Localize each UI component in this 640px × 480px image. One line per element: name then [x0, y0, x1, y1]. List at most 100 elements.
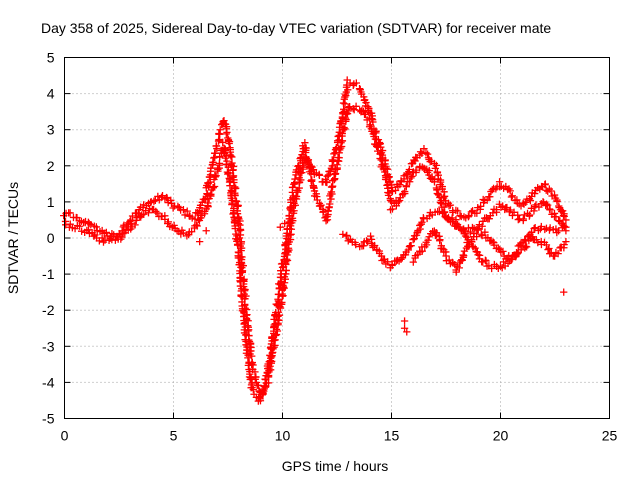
- data-point-track-c: [507, 193, 516, 201]
- data-point-track-d: [402, 183, 411, 191]
- data-point-track-c: [508, 192, 516, 200]
- data-point-track-b: [164, 218, 173, 226]
- data-point-track-f: [452, 268, 460, 276]
- data-point-track-a: [236, 231, 245, 239]
- data-point-track-b: [245, 359, 253, 367]
- data-point-track-a: [234, 201, 242, 210]
- data-point-track-b: [249, 385, 257, 394]
- data-point-track-a: [183, 207, 191, 215]
- data-point-track-a: [340, 105, 348, 113]
- y-tick-label: 0: [47, 230, 55, 246]
- data-point-track-d: [526, 211, 534, 219]
- data-point-track-d: [406, 178, 414, 186]
- data-point-track-b: [334, 153, 342, 162]
- data-point-track-a: [298, 168, 306, 177]
- data-point-track-b: [221, 146, 230, 155]
- data-point-track-b: [237, 263, 245, 272]
- data-point-track-c: [526, 196, 535, 205]
- data-point-track-b: [371, 135, 380, 143]
- x-tick-label: 0: [61, 428, 69, 444]
- data-point-track-a: [216, 126, 224, 134]
- data-point-track-f: [554, 249, 562, 258]
- data-point-track-f: [562, 237, 570, 246]
- x-tick-label: 10: [275, 428, 291, 444]
- data-point-track-e: [363, 238, 372, 246]
- data-point-track-b: [338, 132, 346, 140]
- data-marks: [60, 76, 570, 405]
- data-point-track-a: [232, 184, 240, 192]
- data-point-track-b: [170, 221, 178, 230]
- data-point-track-a: [315, 171, 324, 180]
- data-point-track-a: [341, 100, 349, 108]
- x-tick-label: 5: [170, 428, 178, 444]
- data-point-track-b: [204, 199, 212, 207]
- data-point-track-c: [486, 193, 494, 201]
- data-point-track-c: [433, 168, 442, 176]
- data-point-track-d: [401, 187, 409, 196]
- data-point-track-b: [280, 252, 289, 261]
- data-point-track-f: [474, 226, 482, 234]
- data-point-track-b: [285, 212, 293, 220]
- data-point-track-b: [144, 209, 153, 217]
- data-point-track-b: [224, 170, 232, 178]
- data-point-track-b: [219, 138, 227, 147]
- data-point-track-b: [272, 308, 280, 317]
- data-point-track-c: [547, 187, 555, 195]
- data-point-track-b: [200, 210, 209, 218]
- data-point-track-e: [537, 222, 545, 231]
- data-point-track-b: [234, 241, 242, 249]
- data-point-track-b: [236, 282, 245, 290]
- data-point-track-f: [460, 252, 468, 260]
- data-point-track-b: [77, 227, 86, 235]
- chart-title: Day 358 of 2025, Sidereal Day-to-day VTE…: [41, 20, 551, 36]
- y-tick-label: 4: [47, 86, 55, 102]
- data-point-track-a: [128, 212, 137, 220]
- data-point-track-a: [223, 128, 231, 136]
- data-point-track-d: [546, 206, 554, 214]
- data-point-track-e: [425, 212, 434, 220]
- data-point-track-b: [304, 157, 312, 165]
- data-point-track-c: [562, 216, 570, 224]
- data-point-track-f: [436, 235, 444, 244]
- data-point-track-f: [508, 255, 516, 264]
- data-point-track-e: [407, 242, 415, 250]
- data-point-track-e: [388, 261, 396, 270]
- data-point-track-b: [340, 123, 348, 132]
- data-point-track-b: [341, 114, 350, 122]
- data-point-track-b: [187, 228, 196, 236]
- data-point-track-b: [240, 326, 248, 334]
- data-point-track-a: [328, 157, 337, 166]
- data-point-track-b: [381, 168, 389, 176]
- data-point-track-a: [387, 183, 396, 192]
- data-point-track-e: [359, 242, 368, 250]
- data-point-scattered: [202, 227, 210, 235]
- data-point-track-b: [328, 183, 336, 191]
- data-point-track-e: [482, 257, 490, 265]
- data-point-track-a: [179, 206, 188, 214]
- data-point-track-b: [224, 163, 232, 171]
- y-tick-label: -1: [42, 266, 55, 282]
- data-point-track-b: [328, 190, 336, 198]
- data-point-track-c: [465, 212, 473, 220]
- data-point-track-d: [466, 228, 475, 236]
- data-point-track-b: [267, 340, 276, 348]
- data-point-track-f: [465, 242, 473, 250]
- data-point-track-f: [481, 228, 489, 236]
- data-point-track-d: [394, 198, 403, 206]
- data-point-track-b: [341, 125, 349, 133]
- y-tick-label: 1: [47, 194, 55, 210]
- data-point-track-b: [240, 320, 248, 328]
- data-point-track-d: [519, 215, 528, 223]
- data-point-track-f: [544, 245, 552, 254]
- data-point-track-b: [210, 182, 219, 191]
- data-point-track-d: [485, 215, 493, 223]
- data-point-track-d: [388, 205, 397, 213]
- data-point-track-b: [234, 254, 242, 262]
- data-point-track-b: [324, 206, 332, 215]
- data-point-track-e: [384, 258, 392, 266]
- data-point-track-a: [323, 178, 331, 187]
- data-point-track-c: [454, 207, 462, 215]
- data-point-track-b: [241, 335, 249, 344]
- data-point-track-b: [85, 229, 94, 238]
